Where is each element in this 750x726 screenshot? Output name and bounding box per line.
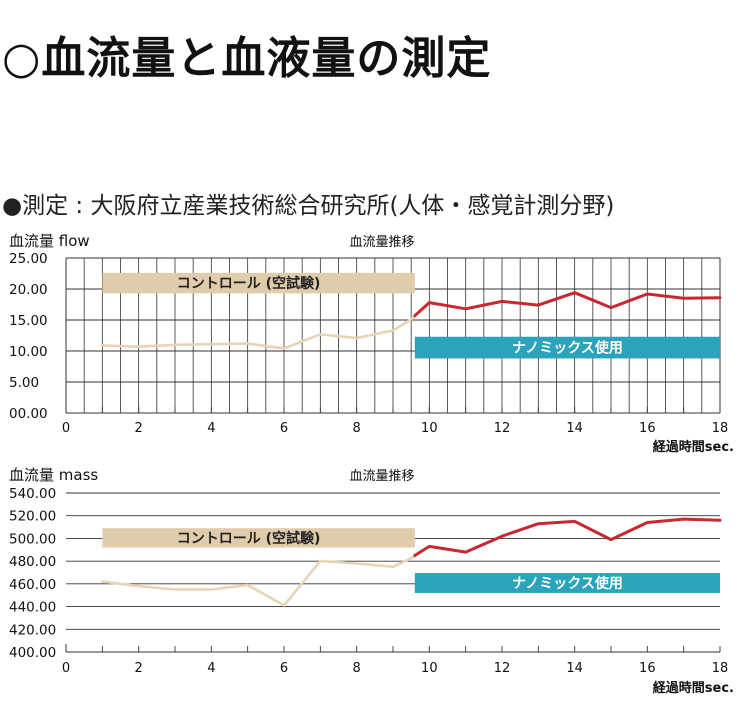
y-tick-label: 540.00 bbox=[9, 486, 56, 502]
x-tick-label: 2 bbox=[135, 661, 143, 676]
x-tick-label: 8 bbox=[353, 661, 361, 676]
x-axis-label: 経過時間sec. bbox=[653, 680, 734, 696]
x-tick-label: 18 bbox=[712, 421, 729, 436]
x-tick-label: 0 bbox=[62, 661, 70, 676]
y-tick-label: 440.00 bbox=[9, 600, 56, 616]
control-band bbox=[102, 528, 415, 548]
control-band-label: コントロール (空試験) bbox=[177, 530, 321, 547]
mass-chart: 血流量 mass 血流量推移400.00420.00440.00460.00480… bbox=[9, 466, 734, 696]
x-tick-label: 2 bbox=[135, 421, 143, 436]
nanomix-series-line bbox=[413, 517, 722, 557]
x-tick-label: 4 bbox=[207, 421, 215, 436]
measurement-source: ●測定 : 大阪府立産業技術総合研究所(人体・感覚計測分野) bbox=[2, 193, 615, 219]
control-band-label: コントロール (空試験) bbox=[177, 275, 321, 292]
chart-title: 血流量推移 bbox=[349, 235, 414, 250]
control-series-line bbox=[101, 315, 417, 350]
nanomix-band bbox=[414, 573, 720, 593]
y-axis-label: 血流量 mass bbox=[9, 466, 98, 484]
y-tick-label: 480.00 bbox=[9, 554, 56, 570]
chart-title: 血流量推移 bbox=[349, 469, 414, 484]
x-tick-label: 6 bbox=[280, 421, 288, 436]
nanomix-band-label: ナノミックス使用 bbox=[512, 575, 623, 592]
x-tick-label: 10 bbox=[421, 661, 438, 676]
x-tick-label: 16 bbox=[639, 421, 656, 436]
page-title: ○血流量と血液量の測定 bbox=[2, 33, 492, 84]
x-tick-label: 12 bbox=[494, 421, 511, 436]
x-tick-label: 6 bbox=[280, 661, 288, 676]
y-tick-label: 00.00 bbox=[9, 406, 48, 422]
y-tick-label: 500.00 bbox=[9, 531, 56, 547]
flow-chart: 血流量 flow 血流量推移 00.00 5.00 10.00 15.00 20.00 25.… bbox=[9, 232, 734, 455]
x-tick-label: 0 bbox=[62, 421, 70, 436]
x-tick-label: 4 bbox=[207, 661, 215, 676]
nanomix-band-label: ナノミックス使用 bbox=[512, 340, 623, 357]
y-tick-label: 520.00 bbox=[9, 509, 56, 525]
y-tick-label: 420.00 bbox=[9, 622, 56, 638]
x-tick-label: 10 bbox=[421, 421, 438, 436]
control-series-line bbox=[101, 555, 417, 607]
nanomix-band bbox=[414, 336, 720, 359]
x-axis-label: 経過時間sec. bbox=[653, 439, 734, 455]
x-tick-label: 16 bbox=[639, 661, 656, 676]
y-tick-label: 5.00 bbox=[9, 375, 39, 391]
x-tick-label: 14 bbox=[566, 661, 583, 676]
x-tick-label: 14 bbox=[566, 421, 583, 436]
control-band bbox=[102, 272, 415, 294]
y-tick-label: 20.00 bbox=[9, 282, 48, 298]
y-tick-label: 460.00 bbox=[9, 577, 56, 593]
y-axis-label: 血流量 flow bbox=[9, 232, 90, 250]
y-tick-label: 15.00 bbox=[9, 313, 48, 329]
x-tick-label: 8 bbox=[353, 421, 361, 436]
y-tick-label: 25.00 bbox=[9, 251, 48, 267]
y-tick-label: 10.00 bbox=[9, 344, 48, 360]
x-tick-label: 12 bbox=[494, 661, 511, 676]
y-tick-label: 400.00 bbox=[9, 645, 56, 661]
nanomix-series-line bbox=[413, 291, 722, 318]
x-tick-label: 18 bbox=[712, 661, 729, 676]
